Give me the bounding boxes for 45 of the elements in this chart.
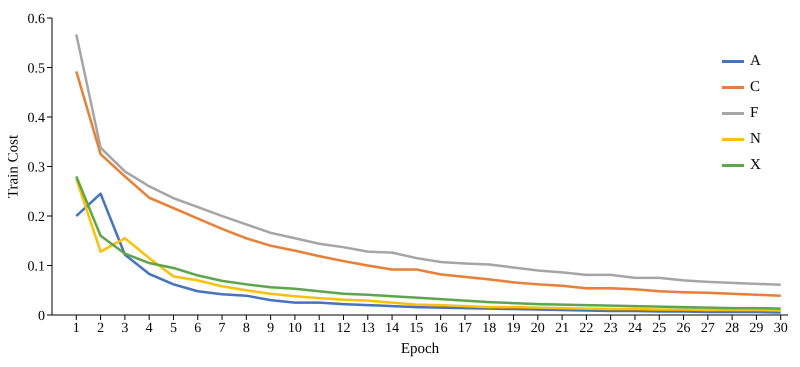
y-tick-label: 0.1 xyxy=(28,259,45,274)
y-tick-label: 0 xyxy=(38,308,45,324)
legend-label: N xyxy=(750,130,761,148)
x-tick-label: 2 xyxy=(97,320,104,336)
x-tick-label: 1 xyxy=(72,320,80,336)
x-tick-label: 8 xyxy=(242,320,250,336)
y-tick-label: 0.5 xyxy=(28,61,45,76)
x-tick-label: 21 xyxy=(555,320,570,336)
x-tick-label: 6 xyxy=(194,320,202,336)
x-tick-label: 26 xyxy=(676,320,691,336)
x-tick-label: 14 xyxy=(385,320,400,336)
y-tick-label: 0.6 xyxy=(28,12,45,27)
legend-label: A xyxy=(750,52,761,70)
x-tick-label: 27 xyxy=(700,320,715,336)
x-tick-label: 4 xyxy=(146,320,153,336)
line-series xyxy=(75,70,782,297)
y-tick-label: 0.3 xyxy=(28,160,45,176)
x-tick-label: 9 xyxy=(267,320,274,336)
x-tick-label: 12 xyxy=(336,320,350,336)
legend-label: X xyxy=(750,156,761,174)
x-tick-label: 10 xyxy=(288,320,302,336)
x-tick-label: 11 xyxy=(312,320,326,336)
x-tick-label: 24 xyxy=(628,320,642,336)
x-tick-label: 22 xyxy=(579,320,594,336)
x-tick-label: 5 xyxy=(170,320,177,336)
x-tick-label: 23 xyxy=(604,320,618,336)
x-tick-label: 30 xyxy=(774,320,788,336)
x-tick-label: 16 xyxy=(434,320,448,336)
x-tick-label: 3 xyxy=(121,320,128,336)
x-tick-label: 28 xyxy=(725,320,740,336)
legend-label: C xyxy=(750,78,760,96)
x-tick-label: 20 xyxy=(530,320,545,336)
y-tick-label: 0.4 xyxy=(28,110,45,126)
x-tick-label: 15 xyxy=(409,320,424,336)
x-tick-label: 17 xyxy=(458,320,472,336)
legend-label: F xyxy=(750,104,758,122)
y-tick-label: 0.2 xyxy=(28,210,45,225)
x-tick-label: 18 xyxy=(482,320,496,336)
x-tick-label: 13 xyxy=(360,320,375,336)
line-series xyxy=(75,33,782,286)
x-tick-label: 7 xyxy=(218,320,226,336)
x-tick-label: 25 xyxy=(652,320,666,336)
x-axis-title: Epoch xyxy=(400,341,440,357)
x-tick-label: 29 xyxy=(749,320,764,336)
x-tick-label: 19 xyxy=(506,320,521,336)
